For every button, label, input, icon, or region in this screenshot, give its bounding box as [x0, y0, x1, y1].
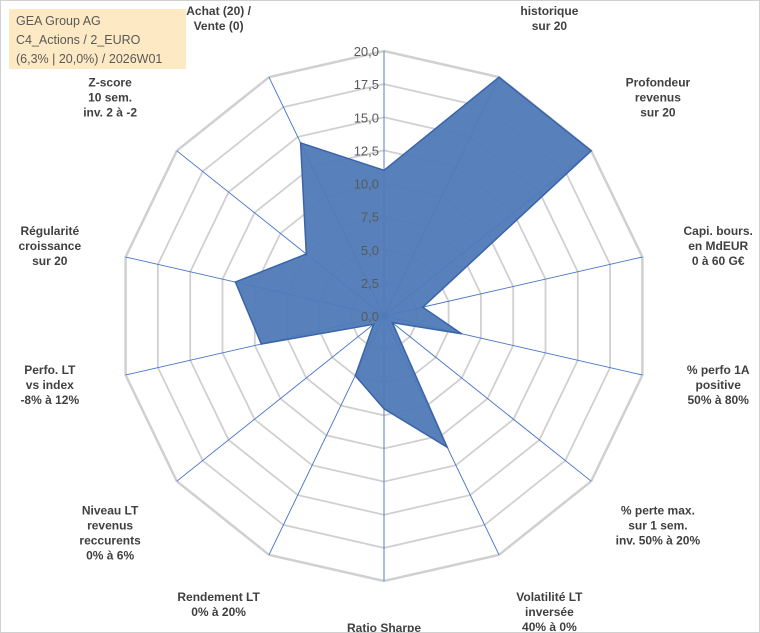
- axis-label-line: % perte max.: [621, 504, 695, 518]
- tick-label: 0,0: [361, 309, 379, 324]
- axis-label-line: Capi. bours.: [684, 224, 753, 238]
- axis-label-line: ESG sur 20: [352, 1, 416, 2]
- axis-label: Niveau LT revenus reccurents 0% à 6%: [79, 504, 141, 563]
- data-point: [383, 169, 385, 172]
- axis-label-line: Profondeur: [517, 1, 582, 3]
- axis-label: % perfo 1A positive 50% à 80%: [687, 363, 750, 407]
- axis-label-line: croissance: [18, 239, 81, 253]
- axis-label: Ratio Sharpe0 à 1: [347, 621, 421, 632]
- axis-label-line: Momentum: [187, 1, 251, 3]
- tick-label: 2,5: [361, 276, 379, 291]
- axis-label-line: Perfo. LT: [24, 363, 76, 377]
- axis-label-line: 0% à 20%: [191, 605, 246, 619]
- tick-label: 15,0: [354, 110, 379, 125]
- portfolio-name: C4_Actions / 2_EURO: [16, 33, 141, 47]
- axis-label: Régularité croissance sur 20: [18, 224, 81, 268]
- axis-label: Z-score 10 sem. inv. 2 à -2: [83, 76, 137, 120]
- axis-label: MomentumAchat (20) /Vente (0): [186, 1, 251, 33]
- axis-label-line: Profondeur: [626, 76, 691, 90]
- area-layer: [234, 76, 593, 450]
- data-point: [498, 76, 500, 78]
- tick-label: 5,0: [361, 243, 379, 258]
- data-point: [305, 253, 308, 255]
- axis-label-line: sur 20: [32, 254, 68, 268]
- data-point: [234, 281, 237, 283]
- tick-layer: 0,0 2,5 5,0 7,5 10,0 12,5 15,0 17,5 20,0: [354, 44, 379, 324]
- axis-label: Capi. bours. en MdEUR 0 à 60 G€: [684, 224, 753, 268]
- axis-label-line: Niveau LT: [82, 504, 139, 518]
- axis-label-line: reccurents: [79, 534, 141, 548]
- axis-label-line: inv. 2 à -2: [83, 106, 137, 120]
- axis-label-line: inv. 50% à 20%: [616, 534, 701, 548]
- data-point: [372, 323, 375, 326]
- axis-label: Perfo. LT vs index -8% à 12%: [20, 363, 79, 407]
- axis-label-line: Z-score: [88, 76, 132, 90]
- axis-label-line: -8% à 12%: [20, 393, 79, 407]
- axis-label-line: % perfo 1A: [687, 363, 750, 377]
- axis-label-line: historique: [520, 4, 578, 18]
- axis-label-line: Régularité: [20, 224, 79, 238]
- axis-label-line: sur 20: [640, 106, 676, 120]
- axis-label-line: 0% à 6%: [86, 549, 134, 563]
- axis-label-line: 10 sem.: [88, 91, 132, 105]
- axis-label: % perte max. sur 1 sem. inv. 50% à 20%: [616, 504, 701, 548]
- axis-label-line: inversée: [525, 605, 574, 619]
- stats-text: (6,3% | 20,0%) / 2026W01: [16, 52, 163, 66]
- data-point: [299, 142, 302, 144]
- label-layer: NoteESG sur 20Profondeurhistoriquesur 20…: [18, 1, 752, 632]
- axis-label-line: vs index: [26, 378, 74, 392]
- axis-label-line: Rendement LT: [177, 590, 260, 604]
- axis-label-line: sur 20: [532, 19, 568, 33]
- axis-label: Volatilité LT inversée 40% à 0%: [516, 590, 583, 632]
- axis-label-line: 40% à 0%: [522, 620, 577, 632]
- tick-label: 20,0: [354, 44, 379, 59]
- data-point: [391, 321, 394, 324]
- data-point: [590, 150, 592, 152]
- axis-spoke: [383, 315, 592, 482]
- axis-spoke: [383, 256, 643, 317]
- axis-label-line: revenus: [87, 519, 133, 533]
- axis-label-line: sur 1 sem.: [628, 519, 687, 533]
- data-point: [383, 408, 385, 410]
- data-point: [422, 306, 424, 309]
- data-point: [354, 374, 357, 377]
- axis-label-line: en MdEUR: [688, 239, 748, 253]
- axis-label-line: 0 à 60 G€: [692, 254, 745, 268]
- axis-label-line: Ratio Sharpe: [347, 621, 421, 632]
- tick-label: 12,5: [354, 143, 379, 158]
- tick-label: 10,0: [354, 177, 379, 192]
- axis-label-line: revenus: [635, 91, 681, 105]
- info-box: GEA Group AG C4_Actions / 2_EURO (6,3% |…: [9, 9, 186, 69]
- data-point: [460, 332, 463, 335]
- axis-label-line: Achat (20) /: [186, 4, 251, 18]
- axis-label-line: positive: [696, 378, 742, 392]
- axis-label-line: 50% à 80%: [688, 393, 750, 407]
- axis-label: Rendement LT 0% à 20%: [177, 590, 260, 619]
- axis-label: Profondeurhistoriquesur 20: [517, 1, 582, 33]
- data-point: [260, 343, 263, 345]
- tick-label: 17,5: [354, 77, 379, 92]
- company-name: GEA Group AG: [16, 14, 101, 28]
- axis-label-line: Volatilité LT: [516, 590, 583, 604]
- data-point: [446, 446, 449, 449]
- axis-spoke: [176, 315, 385, 482]
- axis-label: Profondeur revenus sur 20: [626, 76, 691, 120]
- axis-label-line: Vente (0): [194, 19, 244, 33]
- axis-label: NoteESG sur 20: [352, 1, 416, 2]
- tick-label: 7,5: [361, 210, 379, 225]
